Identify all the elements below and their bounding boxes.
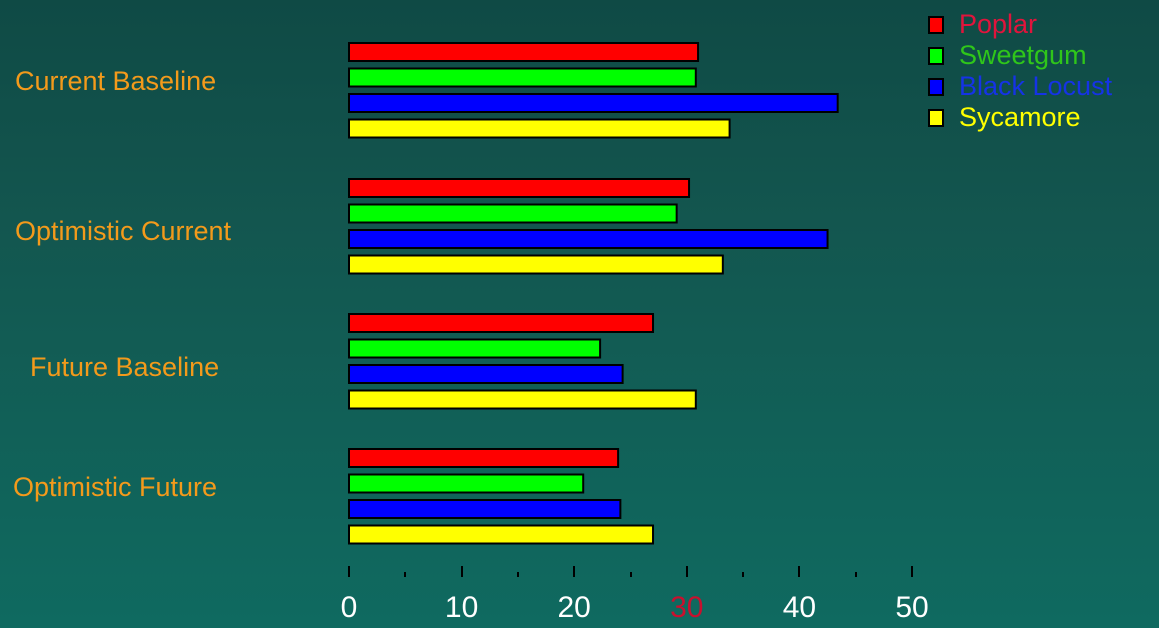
bar-future-baseline-sweetgum xyxy=(349,340,600,358)
minor-tick-25 xyxy=(630,572,632,577)
bar-optimistic-future-black-locust xyxy=(349,500,620,518)
x-tick-label-0: 0 xyxy=(341,593,358,623)
bar-optimistic-future-sycamore xyxy=(349,526,653,544)
bar-optimistic-future-poplar xyxy=(349,449,618,467)
legend: Poplar Sweetgum Black Locust Sycamore xyxy=(928,9,1112,133)
major-tick-50 xyxy=(911,566,913,577)
category-label-optimistic-future: Optimistic Future xyxy=(13,474,217,501)
category-label-optimistic-current: Optimistic Current xyxy=(15,218,231,245)
x-tick-label-20: 20 xyxy=(558,593,591,623)
x-tick-label-50: 50 xyxy=(895,593,928,623)
minor-tick-45 xyxy=(855,572,857,577)
minor-tick-15 xyxy=(517,572,519,577)
legend-item-black-locust: Black Locust xyxy=(928,71,1112,102)
category-label-future-baseline: Future Baseline xyxy=(30,354,219,381)
bar-optimistic-current-black-locust xyxy=(349,230,828,248)
x-tick-label-40: 40 xyxy=(783,593,816,623)
bar-future-baseline-sycamore xyxy=(349,391,696,409)
bar-current-baseline-poplar xyxy=(349,43,698,61)
bar-optimistic-current-poplar xyxy=(349,179,689,197)
major-tick-10 xyxy=(461,566,463,577)
major-tick-40 xyxy=(798,566,800,577)
major-tick-30 xyxy=(686,566,688,577)
bar-future-baseline-poplar xyxy=(349,314,653,332)
legend-swatch-poplar xyxy=(928,16,944,34)
bar-current-baseline-sweetgum xyxy=(349,69,696,87)
major-tick-0 xyxy=(348,566,350,577)
x-tick-label-30: 30 xyxy=(670,593,703,623)
category-label-current-baseline: Current Baseline xyxy=(15,68,216,95)
x-tick-label-10: 10 xyxy=(445,593,478,623)
bar-future-baseline-black-locust xyxy=(349,365,623,383)
legend-swatch-sweetgum xyxy=(928,47,944,65)
major-tick-20 xyxy=(573,566,575,577)
legend-swatch-sycamore xyxy=(928,109,944,127)
legend-label-sycamore: Sycamore xyxy=(959,104,1081,131)
bar-current-baseline-sycamore xyxy=(349,120,730,138)
bar-optimistic-current-sycamore xyxy=(349,256,723,274)
bar-optimistic-future-sweetgum xyxy=(349,475,583,493)
legend-swatch-black-locust xyxy=(928,78,944,96)
bar-optimistic-current-sweetgum xyxy=(349,205,677,223)
legend-item-poplar: Poplar xyxy=(928,9,1112,40)
minor-tick-5 xyxy=(404,572,406,577)
legend-label-black-locust: Black Locust xyxy=(959,73,1112,100)
legend-label-sweetgum: Sweetgum xyxy=(959,42,1087,69)
bar-current-baseline-black-locust xyxy=(349,94,838,112)
legend-label-poplar: Poplar xyxy=(959,11,1037,38)
minor-tick-35 xyxy=(742,572,744,577)
legend-item-sweetgum: Sweetgum xyxy=(928,40,1112,71)
legend-item-sycamore: Sycamore xyxy=(928,102,1112,133)
